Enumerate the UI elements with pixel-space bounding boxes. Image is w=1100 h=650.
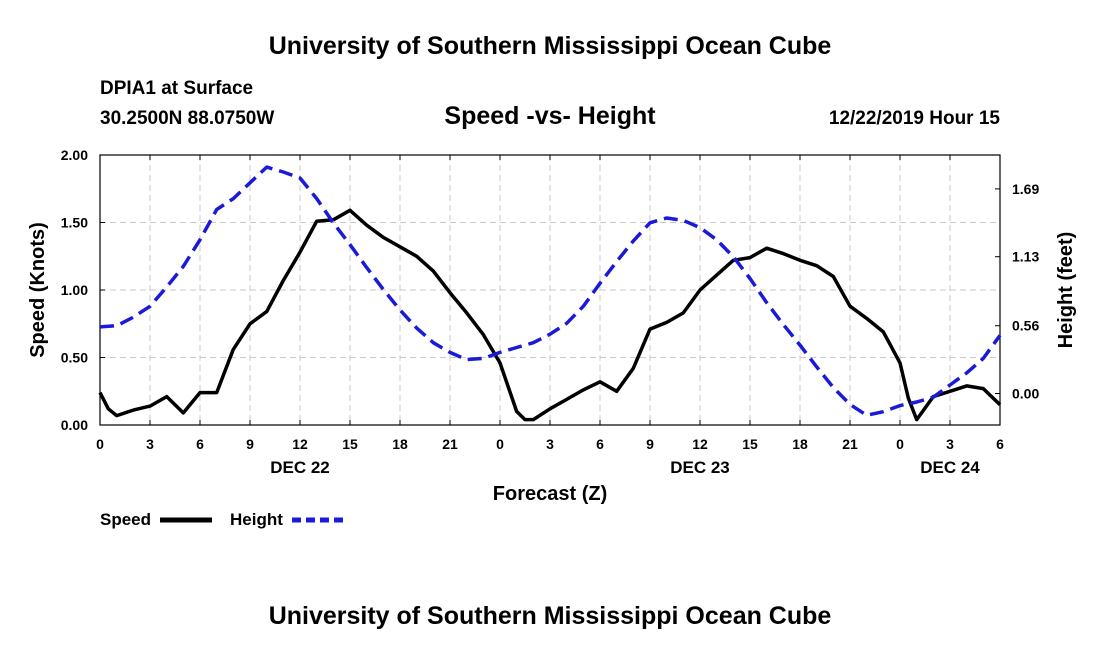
y-tick-label: 1.00	[61, 282, 88, 298]
x-tick-label: 6	[596, 436, 604, 452]
legend-height-label: Height	[230, 510, 283, 529]
x-tick-label: 3	[946, 436, 954, 452]
page-title: University of Southern Mississippi Ocean…	[269, 32, 832, 60]
axes: 0 3 6 9 12 15 18 21 0 3 6 9 12 15 18 21 0 3 6 DEC 22 DEC 23 D…	[61, 147, 1040, 477]
series-line-speed	[98, 208, 1002, 422]
x-tick-label: 0	[496, 436, 504, 452]
plot-title: Speed -vs- Height	[444, 102, 656, 130]
y2-tick-label: 1.13	[1012, 249, 1039, 265]
x-tick-label: 9	[646, 436, 654, 452]
x-tick-label: 15	[742, 436, 758, 452]
y2-tick-label: 1.69	[1012, 181, 1039, 197]
x-tick-label: 15	[342, 436, 358, 452]
x-tick-label: 21	[442, 436, 458, 452]
data-series	[98, 165, 1002, 422]
y2-tick-label: 0.00	[1012, 386, 1039, 402]
x-tick-label: 6	[196, 436, 204, 452]
x-tick-label: 0	[896, 436, 904, 452]
x-tick-label: 18	[392, 436, 408, 452]
legend: Speed Height	[100, 510, 344, 529]
x-tick-label: 0	[96, 436, 104, 452]
y-tick-label: 0.50	[61, 350, 88, 366]
y-tick-label: 1.50	[61, 215, 88, 231]
forecast-datetime: 12/22/2019 Hour 15	[829, 108, 1001, 129]
station-name: DPIA1 at Surface	[100, 78, 253, 99]
day-label: DEC 22	[270, 458, 330, 477]
x-tick-label: 9	[246, 436, 254, 452]
y-tick-label: 0.00	[61, 417, 88, 433]
x-tick-label: 21	[842, 436, 858, 452]
x-tick-label: 18	[792, 436, 808, 452]
grid-lines	[100, 155, 1000, 425]
day-label: DEC 24	[920, 458, 980, 477]
x-tick-label: 3	[146, 436, 154, 452]
x-tick-label: 3	[546, 436, 554, 452]
y-tick-label: 2.00	[61, 147, 88, 163]
x-tick-label: 6	[996, 436, 1004, 452]
series-line-height	[99, 165, 1002, 418]
footer-title: University of Southern Mississippi Ocean…	[269, 602, 832, 630]
y2-axis-label: Height (feet)	[1055, 232, 1077, 349]
x-axis-label: Forecast (Z)	[493, 483, 607, 505]
x-tick-label: 12	[692, 436, 708, 452]
x-tick-label: 12	[292, 436, 308, 452]
station-coords: 30.2500N 88.0750W	[100, 108, 274, 129]
day-label: DEC 23	[670, 458, 730, 477]
y-axis-label: Speed (Knots)	[27, 222, 49, 358]
y2-tick-label: 0.56	[1012, 318, 1039, 334]
legend-speed-label: Speed	[100, 510, 151, 529]
